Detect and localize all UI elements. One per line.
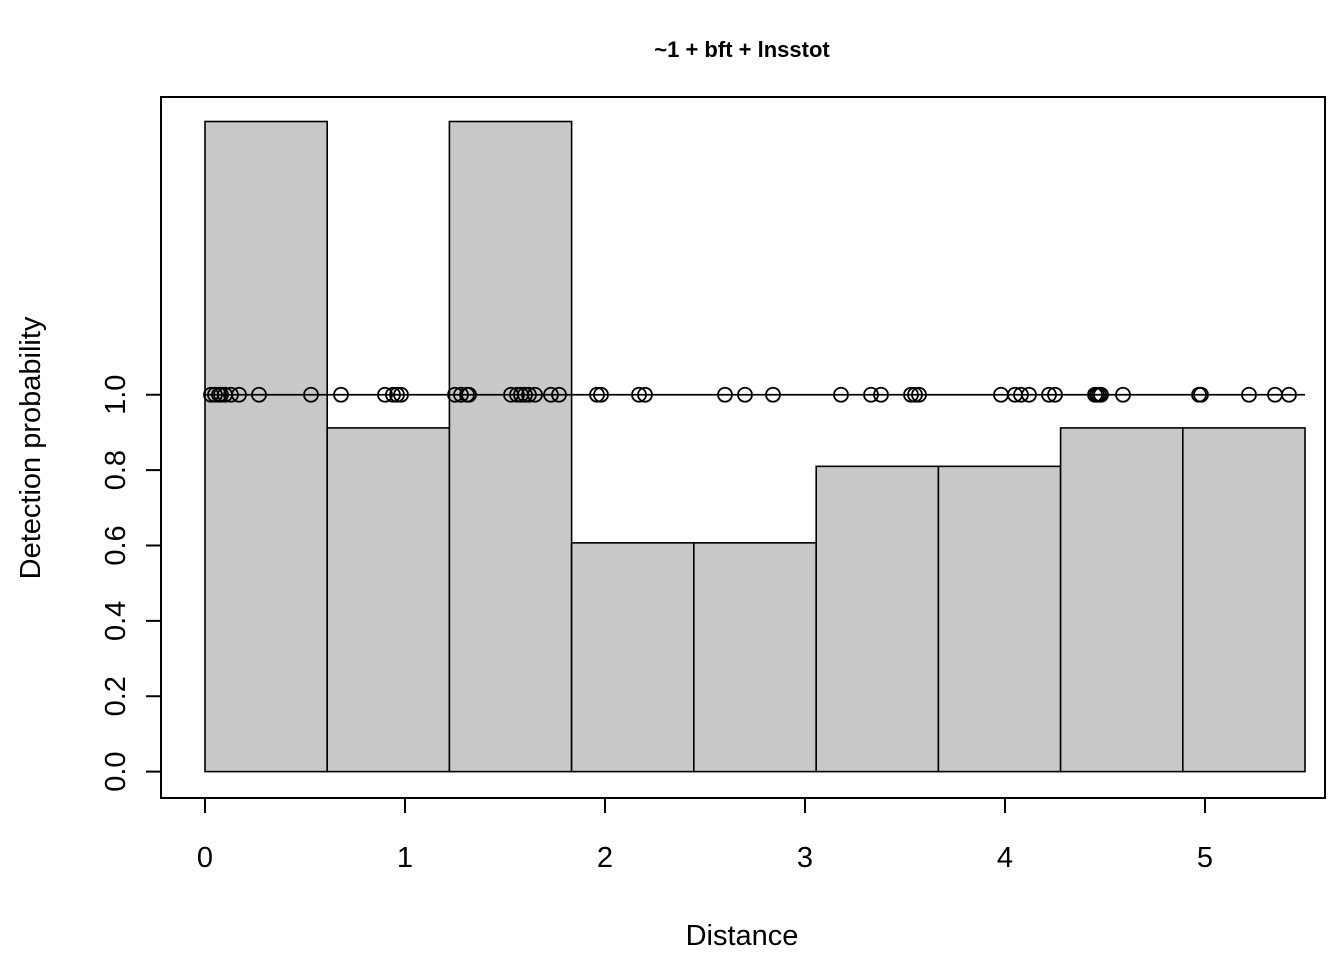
y-axis: 0.0 0.2 0.4 0.6 0.8 1.0: [100, 375, 162, 792]
data-point: [1281, 386, 1297, 403]
histogram-bar: [937, 465, 1062, 773]
histogram-bars: [204, 120, 1306, 773]
histogram-bar: [815, 465, 940, 773]
data-point: [589, 386, 605, 403]
data-point: [1013, 386, 1029, 403]
data-point: [593, 386, 609, 403]
data-point: [873, 386, 889, 403]
data-point: [303, 386, 319, 403]
data-point: [637, 386, 653, 403]
x-axis-label: Distance: [686, 920, 799, 952]
data-point: [1041, 386, 1057, 403]
data-point: [1047, 386, 1063, 403]
data-point: [717, 386, 733, 403]
data-point: [251, 386, 267, 403]
data-point: [509, 386, 525, 403]
y-tick-label: 1.0: [100, 375, 132, 415]
data-point: [213, 386, 229, 403]
data-point: [1021, 386, 1037, 403]
histogram-bar: [1059, 427, 1184, 773]
histogram-bar: [1182, 427, 1306, 773]
data-point: [1193, 386, 1209, 403]
data-point: [207, 386, 223, 403]
data-point: [1093, 386, 1109, 403]
data-point: [377, 386, 393, 403]
chart-title: ~1 + bft + lnsstot: [654, 37, 830, 62]
x-tick-label: 4: [997, 842, 1013, 874]
data-point: [1241, 386, 1257, 403]
y-tick-label: 0.4: [100, 601, 132, 641]
data-point: [521, 386, 537, 403]
x-tick-label: 3: [797, 842, 813, 874]
data-point: [393, 386, 409, 403]
y-tick-label: 0.8: [100, 450, 132, 490]
data-point: [551, 386, 567, 403]
x-tick-label: 2: [597, 842, 613, 874]
y-tick-label: 0.2: [100, 676, 132, 716]
histogram-bar: [326, 427, 451, 773]
data-point: [833, 386, 849, 403]
data-point: [517, 386, 533, 403]
data-point: [911, 386, 927, 403]
y-tick-label: 0.0: [100, 751, 132, 791]
data-point: [461, 386, 477, 403]
data-points: [203, 386, 1297, 403]
data-point: [903, 386, 919, 403]
histogram-bar: [692, 542, 817, 773]
data-point: [385, 386, 401, 403]
data-point: [389, 386, 405, 403]
data-point: [631, 386, 647, 403]
histogram-bar: [448, 120, 573, 773]
x-axis: 0 1 2 3 4 5: [197, 797, 1213, 874]
data-point: [863, 386, 879, 403]
data-point: [1115, 386, 1131, 403]
data-point: [333, 386, 349, 403]
data-point: [223, 386, 239, 403]
x-tick-label: 1: [397, 842, 413, 874]
histogram-bar: [570, 542, 695, 773]
data-point: [231, 386, 247, 403]
data-point: [543, 386, 559, 403]
data-point: [527, 386, 543, 403]
x-tick-label: 5: [1197, 842, 1213, 874]
data-point: [737, 386, 753, 403]
y-tick-label: 0.6: [100, 525, 132, 565]
data-point: [453, 386, 469, 403]
data-point: [907, 386, 923, 403]
y-axis-label: Detection probability: [15, 316, 47, 579]
histogram-bar: [204, 120, 328, 773]
x-tick-label: 0: [197, 842, 213, 874]
data-point: [765, 386, 781, 403]
